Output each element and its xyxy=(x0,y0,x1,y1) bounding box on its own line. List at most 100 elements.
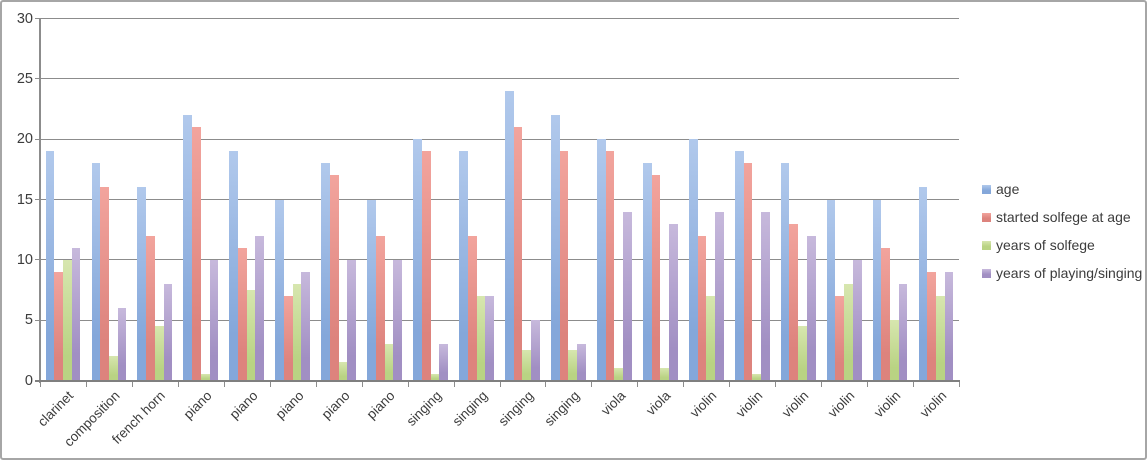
bar-years-of-solfege-2-composition xyxy=(108,356,118,381)
bar-started-solfege-at-age-18-violin xyxy=(835,296,845,381)
x-axis-tick xyxy=(361,381,363,387)
bar-years-of-playing-singing-16-violin xyxy=(760,211,770,381)
bar-years-of-solfege-11-singing xyxy=(522,350,532,381)
bar-age-14-viola xyxy=(642,163,652,381)
x-axis-category-label-9-singing: singing xyxy=(403,388,445,429)
y-axis-tick xyxy=(34,199,41,200)
y-axis-label-10: 10 xyxy=(16,251,33,268)
bar-age-11-singing xyxy=(505,90,514,381)
bar-years-of-solfege-3-french-horn xyxy=(154,326,164,381)
bar-years-of-playing-singing-8-piano xyxy=(393,259,402,381)
legend-item-started-solfege-at-age: started solfege at age xyxy=(982,209,1142,225)
bar-age-12-singing xyxy=(551,115,560,381)
x-axis-category-label-16-violin: violin xyxy=(733,388,766,421)
x-axis-category-label-13-viola: viola xyxy=(597,388,628,419)
x-axis-tick xyxy=(131,381,133,387)
x-axis-tick xyxy=(499,381,501,387)
x-axis-category-label-18-violin: violin xyxy=(825,388,858,421)
bar-years-of-playing-singing-13-viola xyxy=(623,211,632,381)
bar-years-of-solfege-10-singing xyxy=(476,296,486,381)
x-axis-tick xyxy=(453,381,455,387)
bar-years-of-playing-singing-10-singing xyxy=(485,296,494,381)
bar-years-of-solfege-13-viola xyxy=(614,368,624,381)
y-axis-label-20: 20 xyxy=(16,131,33,148)
legend-item-years-of-playing-singing: years of playing/singing xyxy=(982,265,1142,281)
bar-age-17-violin xyxy=(780,163,790,381)
legend: age started solfege at age years of solfeg… xyxy=(982,181,1142,294)
bar-years-of-playing-singing-6-piano xyxy=(301,271,311,381)
legend-label-age: age xyxy=(996,181,1020,197)
y-axis-label-5: 5 xyxy=(24,312,33,329)
x-axis-tick xyxy=(177,381,179,387)
bar-age-7-piano xyxy=(321,163,330,381)
x-axis-category-label-19-violin: violin xyxy=(871,388,904,421)
x-axis-tick xyxy=(269,381,271,387)
bar-age-8-piano xyxy=(367,199,376,381)
x-axis-category-label-12-singing: singing xyxy=(541,388,582,429)
y-axis-tick xyxy=(34,18,41,19)
bar-years-of-playing-singing-2-composition xyxy=(117,308,127,381)
legend-item-age: age xyxy=(982,181,1142,197)
y-axis-label-25: 25 xyxy=(16,70,33,87)
bar-age-18-violin xyxy=(826,199,836,381)
x-axis-category-label-10-singing: singing xyxy=(449,388,491,429)
bar-years-of-solfege-16-violin xyxy=(752,374,761,381)
bar-years-of-solfege-19-violin xyxy=(890,320,899,381)
x-axis-tick xyxy=(683,381,685,387)
bar-years-of-playing-singing-7-piano xyxy=(347,259,357,381)
bar-age-15-violin xyxy=(688,139,698,381)
x-axis-tick xyxy=(913,381,915,387)
x-axis-category-label-7-piano: piano xyxy=(318,388,353,422)
bar-years-of-solfege-5-piano xyxy=(246,290,256,381)
y-axis-label-15: 15 xyxy=(16,191,33,208)
bar-started-solfege-at-age-8-piano xyxy=(375,235,385,381)
x-axis-tick xyxy=(545,381,547,387)
bar-years-of-playing-singing-15-violin xyxy=(714,211,724,381)
bar-started-solfege-at-age-3-french-horn xyxy=(146,235,155,381)
x-axis-category-label-4-piano: piano xyxy=(180,388,215,422)
bar-years-of-playing-singing-5-piano xyxy=(255,235,265,381)
bar-started-solfege-at-age-10-singing xyxy=(467,235,477,381)
bar-started-solfege-at-age-12-singing xyxy=(559,151,569,381)
bar-started-solfege-at-age-14-viola xyxy=(651,175,661,381)
legend-swatch-years-of-solfege-icon xyxy=(982,240,991,250)
x-axis-tick xyxy=(315,381,317,387)
bar-years-of-playing-singing-12-singing xyxy=(577,344,586,381)
bar-age-10-singing xyxy=(459,151,468,381)
x-axis-tick xyxy=(729,381,731,387)
bar-years-of-solfege-14-viola xyxy=(660,368,669,381)
bar-started-solfege-at-age-2-composition xyxy=(100,187,109,381)
bar-years-of-playing-singing-11-singing xyxy=(531,320,540,381)
bar-age-19-violin xyxy=(872,199,882,381)
bar-years-of-solfege-1-clarinet xyxy=(62,259,72,381)
bar-age-6-piano xyxy=(275,199,284,381)
x-axis-tick xyxy=(591,381,593,387)
gridline-5 xyxy=(40,319,959,321)
bar-started-solfege-at-age-19-violin xyxy=(881,247,891,381)
bar-age-1-clarinet xyxy=(45,151,55,381)
bar-years-of-playing-singing-1-clarinet xyxy=(71,247,81,381)
bar-age-13-viola xyxy=(596,139,606,381)
bar-started-solfege-at-age-5-piano xyxy=(238,247,247,381)
x-axis-category-label-14-viola: viola xyxy=(643,388,674,419)
y-axis-label-30: 30 xyxy=(16,10,33,27)
bar-years-of-solfege-8-piano xyxy=(384,344,394,381)
bar-started-solfege-at-age-13-viola xyxy=(605,151,615,381)
x-axis-category-label-20-violin: violin xyxy=(917,388,950,421)
y-axis-line xyxy=(39,18,41,383)
gridline-25 xyxy=(40,78,959,80)
bar-years-of-playing-singing-20-violin xyxy=(944,271,954,381)
bar-age-16-violin xyxy=(734,151,744,381)
bar-started-solfege-at-age-6-piano xyxy=(284,296,293,381)
x-axis-tick xyxy=(637,381,639,387)
bar-years-of-playing-singing-17-violin xyxy=(806,235,816,381)
bar-years-of-solfege-17-violin xyxy=(798,326,807,381)
bar-started-solfege-at-age-9-singing xyxy=(421,151,431,381)
x-axis-line xyxy=(35,379,960,382)
x-axis-tick xyxy=(85,381,87,387)
bar-years-of-solfege-4-piano xyxy=(200,374,210,381)
x-axis-category-label-8-piano: piano xyxy=(364,388,399,422)
bar-years-of-playing-singing-9-singing xyxy=(439,344,448,381)
bar-started-solfege-at-age-16-violin xyxy=(743,163,753,381)
